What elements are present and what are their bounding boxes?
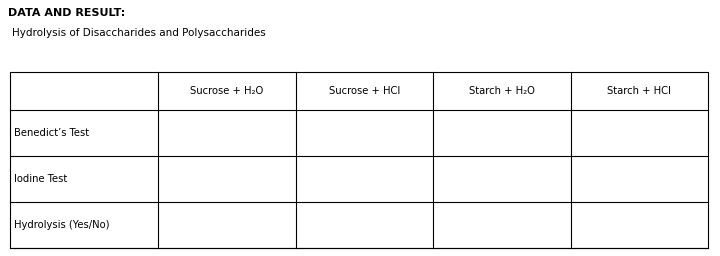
Text: Hydrolysis of Disaccharides and Polysaccharides: Hydrolysis of Disaccharides and Polysacc… — [12, 28, 266, 38]
Text: Starch + HCl: Starch + HCl — [607, 86, 671, 96]
Text: Benedict’s Test: Benedict’s Test — [14, 128, 89, 138]
Text: Sucrose + H₂O: Sucrose + H₂O — [190, 86, 264, 96]
Bar — [10, 72, 708, 248]
Text: DATA AND RESULT:: DATA AND RESULT: — [8, 8, 125, 18]
Text: Hydrolysis (Yes/No): Hydrolysis (Yes/No) — [14, 220, 109, 230]
Text: Starch + H₂O: Starch + H₂O — [469, 86, 535, 96]
Text: Sucrose + HCl: Sucrose + HCl — [328, 86, 400, 96]
Text: Iodine Test: Iodine Test — [14, 174, 67, 184]
